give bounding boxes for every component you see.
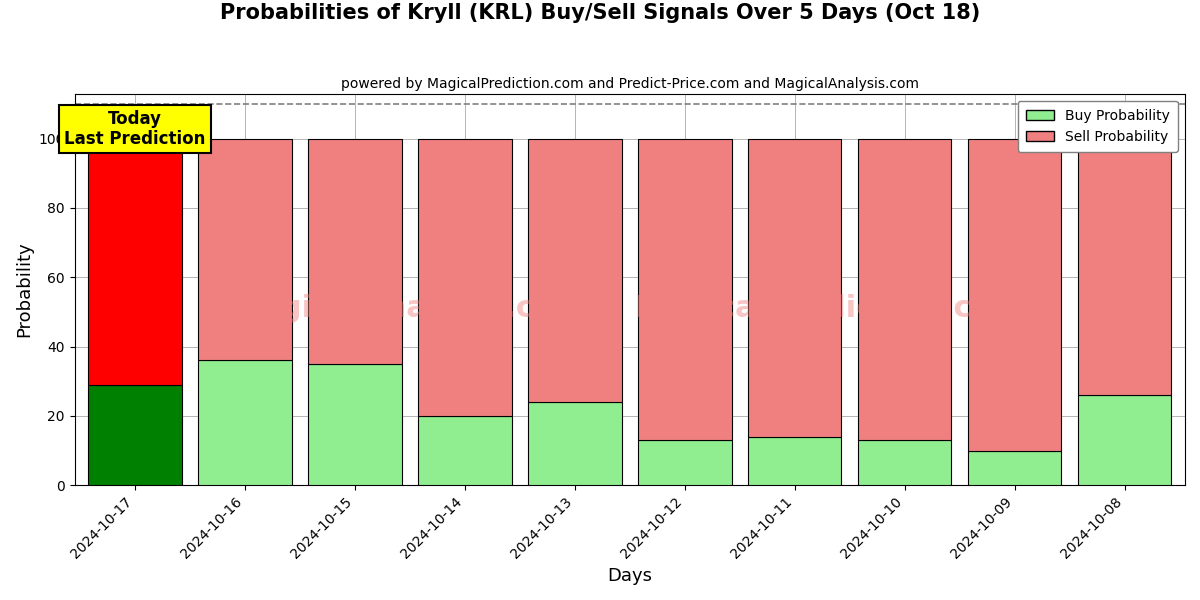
Text: MagicalPrediction.com: MagicalPrediction.com xyxy=(635,295,1025,323)
Bar xyxy=(89,385,182,485)
Bar xyxy=(528,402,622,485)
Bar xyxy=(89,139,182,385)
Bar xyxy=(419,139,511,416)
Bar xyxy=(528,139,622,402)
Legend: Buy Probability, Sell Probability: Buy Probability, Sell Probability xyxy=(1018,100,1178,152)
Bar xyxy=(748,437,841,485)
Bar xyxy=(968,139,1061,451)
Bar xyxy=(1078,139,1171,395)
Bar xyxy=(198,361,292,485)
Bar xyxy=(308,364,402,485)
Text: Probabilities of Kryll (KRL) Buy/Sell Signals Over 5 Days (Oct 18): Probabilities of Kryll (KRL) Buy/Sell Si… xyxy=(220,3,980,23)
Bar xyxy=(968,451,1061,485)
Bar xyxy=(858,440,952,485)
Y-axis label: Probability: Probability xyxy=(16,241,34,337)
Text: Today
Last Prediction: Today Last Prediction xyxy=(65,110,206,148)
Bar xyxy=(858,139,952,440)
Bar xyxy=(748,139,841,437)
Bar xyxy=(308,139,402,364)
Bar xyxy=(638,440,732,485)
Bar xyxy=(638,139,732,440)
X-axis label: Days: Days xyxy=(607,567,653,585)
Bar xyxy=(198,139,292,361)
Bar xyxy=(1078,395,1171,485)
Title: powered by MagicalPrediction.com and Predict-Price.com and MagicalAnalysis.com: powered by MagicalPrediction.com and Pre… xyxy=(341,77,919,91)
Text: MagicalAnalysis.com: MagicalAnalysis.com xyxy=(229,295,587,323)
Bar xyxy=(419,416,511,485)
